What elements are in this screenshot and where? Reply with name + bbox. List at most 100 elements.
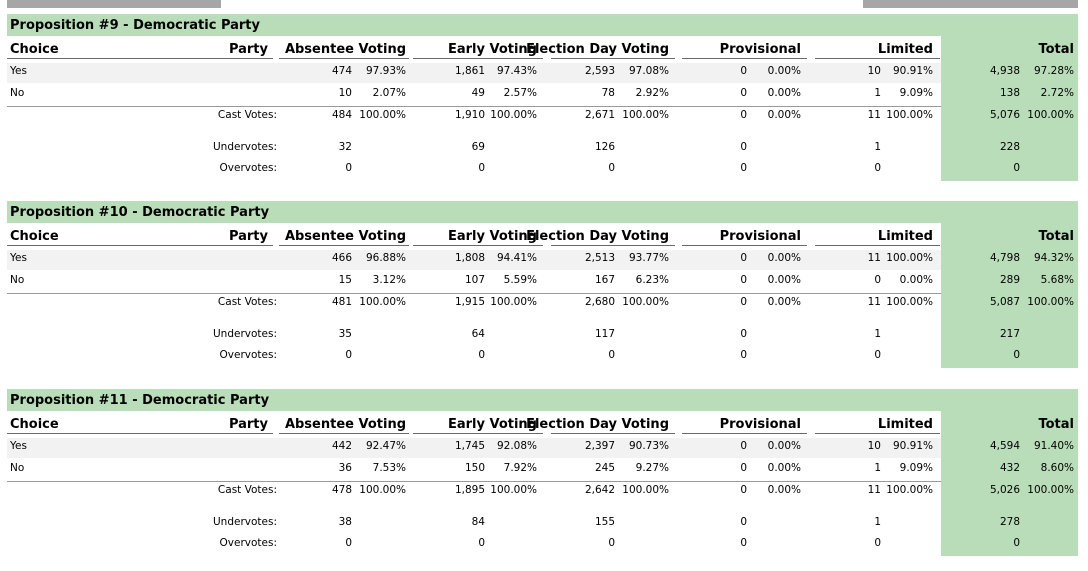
undervotes-label: Undervotes: xyxy=(212,516,277,528)
choice-label: No xyxy=(10,274,25,286)
vote-percent: 0.00% xyxy=(767,252,801,264)
proposition-title: Proposition #10 - Democratic Party xyxy=(10,205,270,220)
vote-count: 0 xyxy=(740,87,747,99)
vote-count: 245 xyxy=(594,462,615,474)
row-bg-yes xyxy=(7,438,941,458)
header-divider xyxy=(413,433,543,434)
column-header-provisional: Provisional xyxy=(719,417,801,432)
overvotes-label: Overvotes: xyxy=(219,349,277,361)
column-header-limited: Limited xyxy=(877,229,933,244)
cast-count: 481 xyxy=(331,296,352,308)
overvotes-count: 0 xyxy=(478,162,485,174)
vote-percent: 7.53% xyxy=(372,462,406,474)
vote-count: 138 xyxy=(999,87,1020,99)
vote-count: 4,938 xyxy=(989,65,1020,77)
vote-percent: 2.92% xyxy=(635,87,669,99)
vote-percent: 97.28% xyxy=(1033,65,1074,77)
cast-percent: 100.00% xyxy=(1027,109,1074,121)
column-header-total: Total xyxy=(1038,229,1074,244)
vote-percent: 94.41% xyxy=(496,252,537,264)
cast-percent: 100.00% xyxy=(622,296,669,308)
overvotes-count: 0 xyxy=(1013,537,1020,549)
vote-percent: 0.00% xyxy=(767,462,801,474)
column-header-provisional: Provisional xyxy=(719,42,801,57)
cast-count: 1,895 xyxy=(454,484,485,496)
header-divider xyxy=(413,58,543,59)
undervotes-count: 1 xyxy=(874,141,881,153)
choice-label: No xyxy=(10,87,25,99)
vote-percent: 90.91% xyxy=(892,65,933,77)
overvotes-count: 0 xyxy=(478,537,485,549)
vote-count: 150 xyxy=(464,462,485,474)
cast-percent: 0.00% xyxy=(767,109,801,121)
cast-count: 0 xyxy=(740,109,747,121)
choice-label: Yes xyxy=(10,252,27,264)
undervotes-count: 0 xyxy=(740,516,747,528)
total-column-bg xyxy=(941,223,1078,368)
cast-count: 2,680 xyxy=(584,296,615,308)
total-column-bg xyxy=(941,36,1078,181)
column-header-election-day: Election Day Voting xyxy=(526,42,669,57)
vote-percent: 97.93% xyxy=(365,65,406,77)
vote-percent: 0.00% xyxy=(767,274,801,286)
vote-percent: 93.77% xyxy=(628,252,669,264)
scrollbar-thumb-right[interactable] xyxy=(863,0,1078,8)
proposition-title: Proposition #9 - Democratic Party xyxy=(10,18,260,33)
row-bg-cast xyxy=(7,106,941,127)
column-header-party: Party xyxy=(228,229,268,244)
vote-count: 0 xyxy=(740,274,747,286)
undervotes-label: Undervotes: xyxy=(212,328,277,340)
header-divider xyxy=(682,433,807,434)
vote-percent: 0.00% xyxy=(899,274,933,286)
vote-count: 0 xyxy=(740,462,747,474)
undervotes-count: 0 xyxy=(740,328,747,340)
header-divider xyxy=(7,245,273,246)
vote-count: 10 xyxy=(338,87,352,99)
cast-percent: 100.00% xyxy=(1027,296,1074,308)
header-divider xyxy=(551,58,675,59)
vote-percent: 2.72% xyxy=(1040,87,1074,99)
choice-label: No xyxy=(10,462,25,474)
overvotes-label: Overvotes: xyxy=(219,537,277,549)
header-divider xyxy=(551,245,675,246)
vote-count: 289 xyxy=(999,274,1020,286)
undervotes-count: 117 xyxy=(594,328,615,340)
vote-count: 1,808 xyxy=(454,252,485,264)
cast-count: 1,910 xyxy=(454,109,485,121)
header-divider xyxy=(7,433,273,434)
header-divider xyxy=(815,433,940,434)
undervotes-count: 278 xyxy=(999,516,1020,528)
header-divider xyxy=(682,245,807,246)
vote-percent: 6.23% xyxy=(635,274,669,286)
proposition-section: Proposition #10 - Democratic Party Choice… xyxy=(7,201,1078,371)
vote-count: 2,397 xyxy=(584,440,615,452)
cast-votes-label: Cast Votes: xyxy=(217,109,277,121)
scrollbar-thumb-left[interactable] xyxy=(7,0,221,8)
vote-percent: 90.73% xyxy=(628,440,669,452)
cast-count: 5,076 xyxy=(989,109,1020,121)
cast-percent: 100.00% xyxy=(490,296,537,308)
vote-percent: 94.32% xyxy=(1033,252,1074,264)
vote-percent: 9.27% xyxy=(635,462,669,474)
overvotes-label: Overvotes: xyxy=(219,162,277,174)
column-header-provisional: Provisional xyxy=(719,229,801,244)
header-divider xyxy=(815,58,940,59)
column-header-absentee: Absentee Voting xyxy=(284,42,406,57)
column-header-early: Early Voting xyxy=(447,417,537,432)
cast-percent: 0.00% xyxy=(767,296,801,308)
overvotes-count: 0 xyxy=(608,349,615,361)
cast-count: 1,915 xyxy=(454,296,485,308)
cast-count: 0 xyxy=(740,296,747,308)
column-header-early: Early Voting xyxy=(447,229,537,244)
vote-percent: 97.43% xyxy=(496,65,537,77)
cast-votes-label: Cast Votes: xyxy=(217,484,277,496)
column-header-election-day: Election Day Voting xyxy=(526,417,669,432)
vote-count: 1,861 xyxy=(454,65,485,77)
column-header-choice: Choice xyxy=(10,417,59,432)
vote-percent: 2.07% xyxy=(372,87,406,99)
undervotes-count: 228 xyxy=(999,141,1020,153)
vote-percent: 92.08% xyxy=(496,440,537,452)
choice-label: Yes xyxy=(10,440,27,452)
column-header-absentee: Absentee Voting xyxy=(284,417,406,432)
vote-count: 2,593 xyxy=(584,65,615,77)
